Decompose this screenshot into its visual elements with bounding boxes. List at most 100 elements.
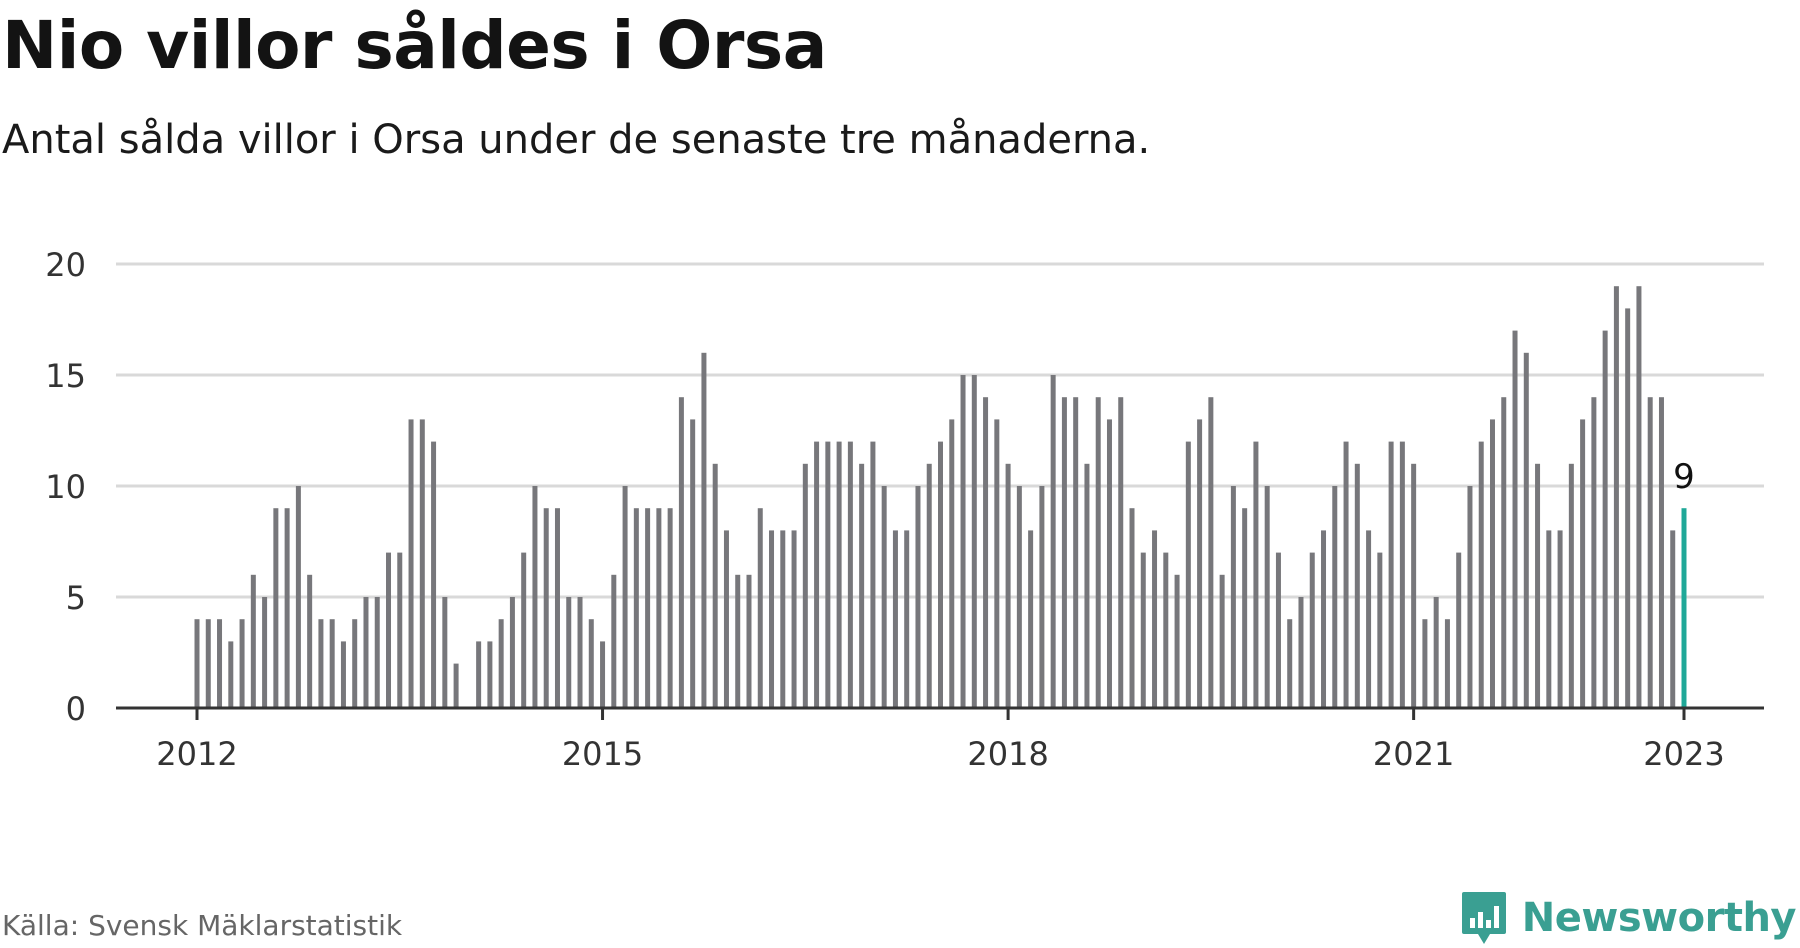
bar [442,597,448,708]
bar [836,441,842,708]
bar [1343,441,1349,708]
bar [1512,330,1518,708]
bar [1219,574,1225,708]
bar [194,619,200,708]
bar [1298,597,1304,708]
bar [1253,441,1259,708]
bar [870,441,876,708]
bar [881,486,887,708]
bar [1039,486,1045,708]
bar [746,574,752,708]
bar [1478,441,1484,708]
bar [983,397,989,708]
bar [1242,508,1248,708]
bar [363,597,369,708]
bar [1332,486,1338,708]
source-note: Källa: Svensk Mäklarstatistik [2,909,403,942]
bar [554,508,560,708]
bar [566,597,572,708]
bar [340,641,346,708]
bar [926,463,932,708]
bar [1106,419,1112,708]
bar [802,463,808,708]
bar [1129,508,1135,708]
bar [1377,552,1383,708]
bar [1230,486,1236,708]
bar [386,552,392,708]
bar [453,663,459,708]
bar [307,574,313,708]
bar [938,441,943,708]
bar [431,441,437,708]
bar [543,508,549,708]
bar [1073,397,1079,708]
bar [1005,463,1011,708]
bar [667,508,673,708]
bar [600,641,606,708]
bar [408,419,414,708]
bar [723,530,729,708]
y-tick-label: 20 [45,246,86,284]
bar [498,619,504,708]
bar [1185,441,1191,708]
bar [1456,552,1462,708]
bar [1050,375,1056,708]
bar [1264,486,1270,708]
bar [735,574,741,708]
bar [678,397,684,708]
bar [1163,552,1169,708]
bar [949,419,955,708]
bar [1140,552,1146,708]
bar [419,419,425,708]
bar [1388,441,1394,708]
x-tick-label: 2021 [1373,735,1454,773]
bar [374,597,380,708]
bar [656,508,662,708]
chart-subtitle: Antal sålda villor i Orsa under de senas… [2,117,1151,163]
bar [1557,530,1563,708]
bar [645,508,651,708]
bar [239,619,245,708]
bar [904,530,910,708]
bar [1444,619,1450,708]
bar [825,441,831,708]
bar [814,441,820,708]
bar [1489,419,1495,708]
bar [1580,419,1586,708]
bar [329,619,335,708]
y-axis-ticks: 0 5 10 15 20 [45,246,86,728]
bar [611,574,617,708]
bar [1321,530,1327,708]
bar [262,597,268,708]
bar [1275,552,1281,708]
bar [757,508,763,708]
bar [217,619,223,708]
y-tick-label: 0 [66,690,86,728]
bar [284,508,290,708]
bar [622,486,628,708]
bar [1501,397,1507,708]
bar [295,486,301,708]
bar [994,419,1000,708]
bar-highlight [1681,508,1687,708]
x-tick-label: 2012 [156,735,237,773]
bar [352,619,358,708]
last-value-label: 9 [1673,457,1695,497]
bar [633,508,639,708]
bar [1174,574,1180,708]
bar [1028,530,1034,708]
data-labels: 9 [1673,457,1695,497]
bar [690,419,696,708]
bar [1467,486,1473,708]
brand-logo: Newsworthy [1460,890,1797,946]
bar [228,641,234,708]
bar [1287,619,1293,708]
bar [1602,330,1608,708]
bar [521,552,527,708]
x-tick-label: 2015 [562,735,643,773]
bar [1523,352,1529,708]
bar [1647,397,1653,708]
bar [532,486,538,708]
bar [1084,463,1090,708]
